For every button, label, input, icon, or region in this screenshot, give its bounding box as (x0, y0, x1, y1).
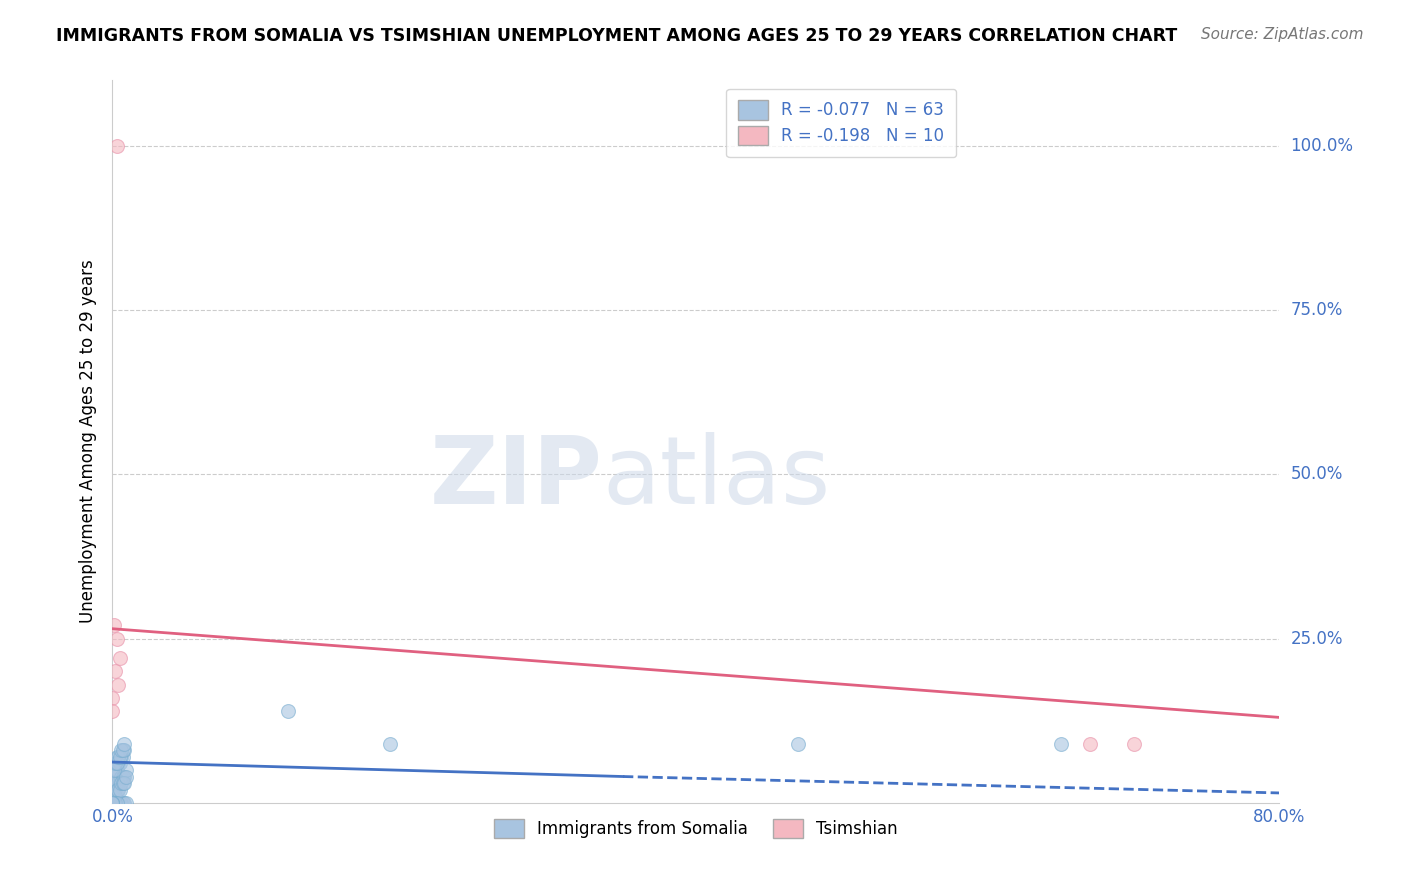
Point (110, 749, 132, 764)
Point (110, 796, 132, 810)
Point (101, 796, 124, 810)
Point (114, 770, 136, 784)
Point (107, 776, 129, 790)
Point (101, 782, 124, 797)
Point (104, 763, 127, 777)
Point (112, 796, 135, 810)
Point (104, 665, 127, 679)
Point (110, 770, 132, 784)
Point (104, 789, 127, 804)
Point (112, 743, 135, 757)
Point (103, 789, 125, 804)
Point (108, 749, 131, 764)
Point (111, 796, 134, 810)
Point (112, 737, 135, 751)
Point (111, 776, 134, 790)
Point (101, 796, 124, 810)
Point (107, 782, 129, 797)
Point (107, 677, 129, 691)
Text: 75.0%: 75.0% (1291, 301, 1343, 319)
Point (101, 796, 124, 810)
Point (101, 789, 124, 804)
Point (101, 796, 124, 810)
Point (105, 763, 128, 777)
Point (104, 782, 127, 797)
Point (103, 782, 125, 797)
Point (111, 770, 134, 784)
Point (112, 770, 135, 784)
Point (107, 796, 129, 810)
Point (104, 796, 127, 810)
Point (276, 704, 298, 718)
Point (1049, 737, 1071, 751)
Point (101, 796, 124, 810)
Point (103, 763, 125, 777)
Point (105, 749, 128, 764)
Point (104, 796, 127, 810)
Text: 50.0%: 50.0% (1291, 466, 1343, 483)
Point (101, 796, 124, 810)
Point (101, 776, 124, 790)
Point (101, 690, 124, 705)
Point (105, 139, 128, 153)
Point (104, 756, 127, 771)
Point (787, 737, 810, 751)
Point (101, 796, 124, 810)
Text: 25.0%: 25.0% (1291, 630, 1343, 648)
Point (1078, 737, 1101, 751)
Point (111, 749, 134, 764)
Point (108, 756, 131, 771)
Point (103, 618, 125, 632)
Point (101, 796, 124, 810)
Point (105, 782, 128, 797)
Point (110, 776, 132, 790)
Text: atlas: atlas (603, 432, 831, 524)
Point (105, 776, 128, 790)
Legend: Immigrants from Somalia, Tsimshian: Immigrants from Somalia, Tsimshian (488, 813, 904, 845)
Text: Source: ZipAtlas.com: Source: ZipAtlas.com (1201, 27, 1364, 42)
Point (112, 776, 135, 790)
Text: IMMIGRANTS FROM SOMALIA VS TSIMSHIAN UNEMPLOYMENT AMONG AGES 25 TO 29 YEARS CORR: IMMIGRANTS FROM SOMALIA VS TSIMSHIAN UNE… (56, 27, 1177, 45)
Point (108, 796, 131, 810)
Point (1122, 737, 1144, 751)
Point (105, 756, 128, 771)
Point (105, 632, 128, 646)
Point (107, 756, 129, 771)
Point (103, 770, 125, 784)
Point (114, 796, 136, 810)
Text: ZIP: ZIP (430, 432, 603, 524)
Y-axis label: Unemployment Among Ages 25 to 29 years: Unemployment Among Ages 25 to 29 years (79, 260, 97, 624)
Point (105, 796, 128, 810)
Point (101, 796, 124, 810)
Point (378, 737, 401, 751)
Text: 100.0%: 100.0% (1291, 137, 1354, 155)
Point (110, 743, 132, 757)
Point (101, 704, 124, 718)
Point (107, 749, 129, 764)
Point (108, 776, 131, 790)
Point (114, 763, 136, 777)
Point (111, 743, 134, 757)
Point (103, 796, 125, 810)
Point (103, 796, 125, 810)
Point (108, 651, 131, 665)
Point (105, 796, 128, 810)
Point (108, 782, 131, 797)
